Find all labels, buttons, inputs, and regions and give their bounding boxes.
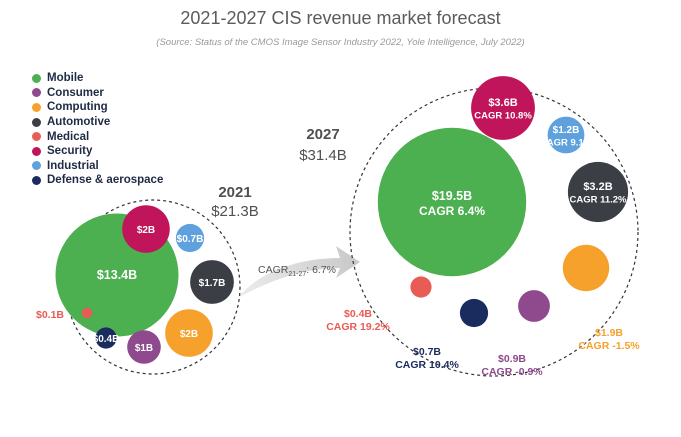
cagr-period: 21-27	[288, 271, 306, 278]
growth-arrow	[238, 246, 360, 298]
legend-swatch	[32, 132, 41, 142]
legend-item-security: Security	[32, 144, 163, 159]
bubble-2027-security	[471, 76, 535, 140]
legend-label: Defense & aerospace	[47, 174, 164, 187]
legend-label: Computing	[47, 101, 108, 114]
cagr-label-2027-mobile: CAGR 6.4%	[419, 204, 485, 218]
legend-label: Medical	[47, 130, 90, 143]
cagr-label-2027-medical: CAGR 19.2%	[326, 321, 390, 333]
bubble-2027-medical	[410, 276, 432, 298]
legend-label: Automotive	[47, 116, 111, 129]
total-label-2027: $31.4B	[299, 147, 347, 164]
overall-cagr-label: CAGR21-27: 6.7%	[258, 264, 336, 278]
value-label-2021-automotive: $1.7B	[199, 278, 226, 289]
legend-swatch	[32, 102, 41, 112]
bubble-2027-mobile	[377, 127, 527, 277]
legend-swatch	[32, 146, 41, 156]
legend-label: Consumer	[47, 86, 104, 99]
legend-swatch	[32, 88, 41, 98]
cagr-label-2027-computing: CAGR -1.5%	[578, 340, 640, 352]
value-label-2021-mobile: $13.4B	[97, 268, 137, 282]
legend-item-defense-and-aerospace: Defense & aerospace	[32, 173, 163, 188]
legend-item-computing: Computing	[32, 100, 163, 115]
value-label-2021-computing: $2B	[180, 329, 198, 340]
bubble-2027-computing	[562, 244, 610, 292]
value-label-2021-medical: $0.1B	[36, 309, 64, 321]
legend-label: Industrial	[47, 159, 99, 172]
legend-item-consumer: Consumer	[32, 86, 163, 101]
cagr-label-2027-consumer: CAGR -0.9%	[481, 366, 543, 378]
legend-item-medical: Medical	[32, 129, 163, 144]
cagr-label-2027-industrial: CAGR 9.1%	[540, 138, 593, 149]
year-label-2027: 2027	[306, 126, 339, 143]
value-label-2021-industrial: $0.7B	[177, 234, 204, 245]
legend-item-industrial: Industrial	[32, 159, 163, 174]
legend-swatch	[32, 73, 41, 83]
bubble-2021-automotive	[190, 260, 234, 304]
legend-label: Security	[47, 145, 93, 158]
value-label-2027-industrial: $1.2B	[553, 125, 580, 136]
bubble-2027-automotive	[567, 161, 629, 223]
value-label-2027-defense-and-aerospace: $0.7B	[413, 346, 441, 358]
legend-swatch	[32, 175, 41, 185]
legend-item-mobile: Mobile	[32, 71, 163, 86]
value-label-2027-medical: $0.4B	[344, 308, 372, 320]
value-label-2021-consumer: $1B	[135, 343, 153, 354]
year-label-2021: 2021	[218, 184, 251, 201]
value-label-2021-security: $2B	[137, 225, 155, 236]
bubble-2021-defense-and-aerospace	[95, 327, 117, 349]
cagr-label-2027-security: CAGR 10.8%	[474, 111, 532, 122]
chart-title: 2021-2027 CIS revenue market forecast	[180, 8, 501, 28]
bubble-2021-industrial	[175, 223, 205, 253]
cagr-label-2027-defense-and-aerospace: CAGR 10.4%	[395, 359, 459, 371]
chart-subtitle: (Source: Status of the CMOS Image Sensor…	[156, 37, 525, 48]
legend-swatch	[32, 117, 41, 127]
legend-label: Mobile	[47, 72, 84, 85]
cagr-word: CAGR	[258, 264, 289, 276]
bubble-2027-industrial	[547, 116, 585, 154]
bubble-2027-defense-and-aerospace	[459, 298, 489, 328]
legend-swatch	[32, 161, 41, 171]
value-label-2027-mobile: $19.5B	[432, 189, 472, 203]
legend-item-automotive: Automotive	[32, 115, 163, 130]
value-label-2027-security: $3.6B	[488, 97, 517, 109]
bubble-2027-consumer	[518, 290, 550, 322]
total-label-2021: $21.3B	[211, 203, 259, 220]
value-label-2027-consumer: $0.9B	[498, 353, 526, 365]
value-label-2021-defense-and-aerospace: $0.4B	[93, 334, 120, 345]
cagr-value: : 6.7%	[306, 264, 336, 276]
cagr-label-2027-automotive: CAGR 11.2%	[569, 195, 627, 206]
bubble-2021-medical	[81, 307, 93, 319]
chart-legend: Mobile Consumer Computing Automotive Medical…	[32, 71, 163, 188]
bubble-2021-computing	[165, 309, 213, 357]
value-label-2027-automotive: $3.2B	[583, 181, 612, 193]
value-label-2027-computing: $1.9B	[595, 327, 623, 339]
bubble-2021-consumer	[127, 330, 161, 364]
bubble-2021-security	[122, 205, 170, 253]
